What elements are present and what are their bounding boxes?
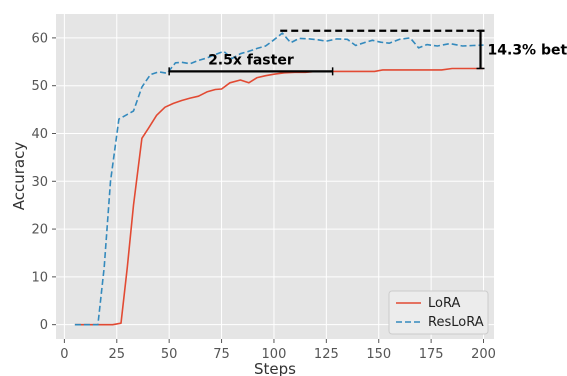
x-tick-labels: 0 25 50 75 100 125 150 175 200 — [60, 339, 496, 362]
y-tick-label: 20 — [31, 223, 48, 238]
y-axis-label: Accuracy — [10, 142, 28, 211]
x-tick-label: 125 — [314, 347, 339, 362]
x-tick-label: 75 — [213, 347, 230, 362]
y-tick-label: 60 — [31, 31, 48, 46]
legend-box — [388, 290, 489, 335]
legend-label-lora: LoRA — [428, 296, 460, 311]
x-tick-label: 0 — [60, 347, 68, 362]
x-tick-label: 50 — [161, 347, 178, 362]
annotation-faster-label: 2.5x faster — [208, 52, 294, 68]
legend-label-reslora: ResLoRA — [428, 315, 484, 330]
x-tick-label: 25 — [109, 347, 126, 362]
y-tick-labels: 0 10 20 30 40 50 60 — [31, 31, 56, 333]
x-tick-label: 175 — [419, 347, 444, 362]
plot-background — [56, 14, 494, 339]
y-tick-label: 0 — [40, 318, 48, 333]
x-tick-label: 100 — [262, 347, 287, 362]
series-line-lora — [74, 67, 484, 326]
x-tick-label: 150 — [366, 347, 391, 362]
legend: LoRA ResLoRA — [388, 290, 489, 335]
y-tick-label: 30 — [31, 175, 48, 190]
annotation-better-label: 14.3% better — [488, 43, 567, 59]
y-tick-label: 50 — [31, 79, 48, 94]
x-tick-label: 200 — [471, 347, 496, 362]
annotations: 2.5x faster 14.3% better — [168, 29, 567, 76]
y-tick-label: 10 — [31, 270, 48, 285]
series-lines — [74, 32, 484, 326]
x-axis-label: Steps — [254, 360, 296, 376]
series-line-reslora — [74, 32, 484, 326]
y-tick-label: 40 — [31, 127, 48, 142]
